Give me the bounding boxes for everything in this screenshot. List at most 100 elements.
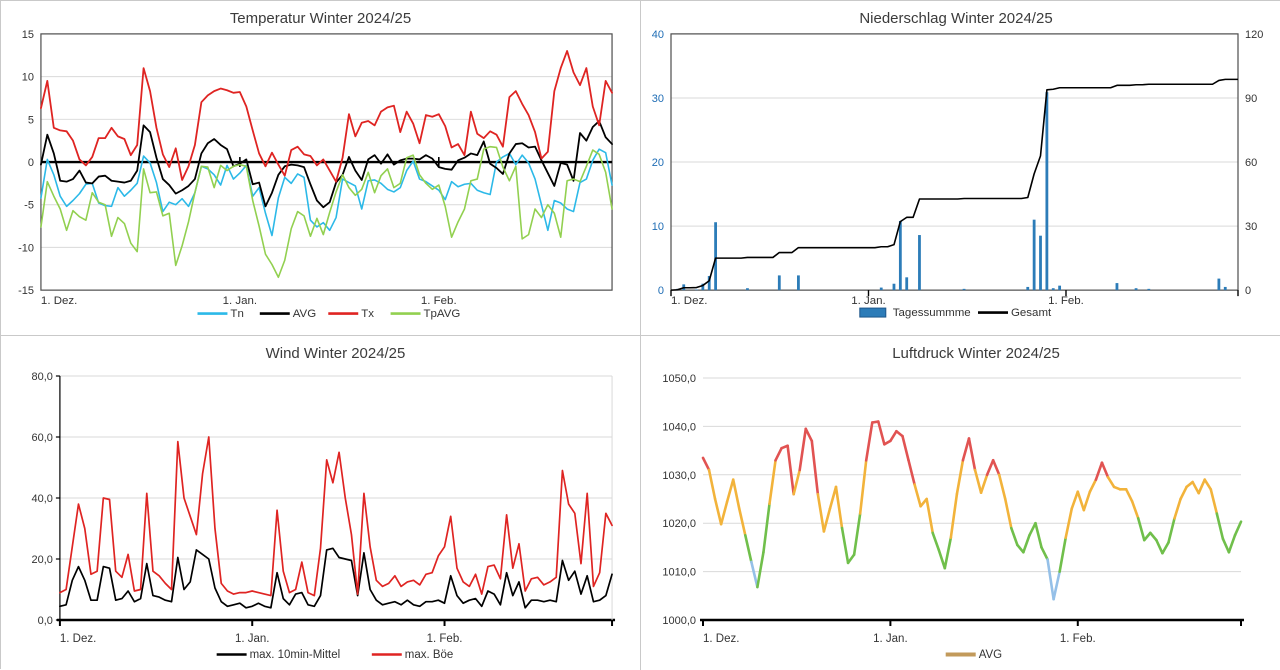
svg-text:1. Jan.: 1. Jan.	[223, 295, 257, 307]
pressure-segment	[1149, 531, 1158, 542]
pressure-segment	[731, 478, 741, 510]
luftdruck-plot-area: 1050,0 1040,0 1030,0 1020,0 1010,0 1000,0 1. D…	[662, 373, 1244, 661]
pressure-segment	[979, 473, 989, 495]
pressure-segment	[810, 439, 820, 496]
pressure-segment	[1167, 517, 1176, 544]
pressure-segment	[1022, 534, 1031, 554]
pressure-segment	[762, 502, 771, 554]
svg-text:80,0: 80,0	[32, 371, 53, 383]
series-AVG	[40, 120, 613, 209]
pressure-segment	[967, 437, 977, 472]
pressure-segment	[804, 427, 814, 443]
svg-text:1. Jan.: 1. Jan.	[851, 295, 885, 307]
svg-text:Tagessummme: Tagessummme	[893, 307, 971, 319]
pressure-segment	[1136, 517, 1146, 542]
bar-tagessumme	[1051, 288, 1055, 291]
pressure-segment	[1009, 526, 1019, 547]
svg-text:60,0: 60,0	[32, 432, 53, 444]
pressure-segment	[907, 458, 916, 486]
pressure-segment	[985, 458, 995, 477]
luftdruck-chart: Luftdruck Winter 2024/25 1050,0 1040,0 103…	[662, 345, 1244, 661]
svg-text:1050,0: 1050,0	[662, 373, 696, 385]
bar-tagessumme	[707, 276, 711, 291]
svg-text:1. Jan.: 1. Jan.	[235, 633, 269, 645]
bar-tagessumme	[746, 288, 749, 291]
pressure-segment	[768, 458, 777, 506]
wind-plot-area: 80,0 60,0 40,0 20,0 0,0 1. Dez. 1. Jan. 1. Feb.…	[32, 371, 616, 661]
pressure-segment	[719, 500, 729, 526]
pressure-segment	[1197, 478, 1207, 495]
pressure-segment	[846, 553, 856, 565]
pressure-segment	[1088, 478, 1098, 494]
pressure-segment	[937, 548, 947, 570]
svg-text:30: 30	[652, 93, 664, 105]
pressure-segment	[737, 507, 747, 537]
svg-text:max. Böe: max. Böe	[405, 649, 453, 661]
bar-tagessumme	[1115, 283, 1119, 291]
bar-tagessumme	[962, 288, 966, 291]
svg-text:TpAVG: TpAVG	[424, 308, 461, 320]
pressure-segment	[1076, 490, 1086, 512]
pressure-segment	[1155, 538, 1164, 555]
series-gesamt	[670, 78, 1238, 291]
pressure-segment	[816, 492, 826, 533]
svg-text:10: 10	[652, 221, 664, 233]
niederschlag-chart: Niederschlag Winter 2024/25 40 30 20 10 0 120…	[652, 10, 1264, 319]
pressure-segment	[1173, 497, 1182, 520]
bar-tagessumme	[714, 222, 717, 291]
pressure-segment	[877, 420, 886, 446]
svg-text:-5: -5	[24, 200, 34, 212]
pressure-segment	[913, 483, 922, 508]
series-max. 10min-Mittel	[59, 547, 613, 609]
pressure-segment	[973, 468, 983, 495]
svg-text:1. Feb.: 1. Feb.	[421, 295, 457, 307]
pressure-segment	[798, 427, 808, 472]
pressure-segment	[1016, 543, 1025, 554]
svg-text:40,0: 40,0	[32, 493, 53, 505]
svg-text:20: 20	[652, 157, 664, 169]
pressure-segment	[1003, 497, 1013, 530]
bar-tagessumme	[1223, 286, 1227, 291]
niederschlag-plot-area: 40 30 20 10 0 120 90 60 30 0 1. Dez. 1. Jan. 1. Feb.…	[652, 29, 1264, 319]
svg-text:90: 90	[1245, 93, 1257, 105]
pressure-segment	[1203, 478, 1213, 491]
pressure-segment	[925, 497, 935, 535]
bar-tagessumme	[898, 220, 902, 291]
panel-temperatur: Temperatur Winter 2024/25 15 10 5 0 -5 -10 -15…	[1, 1, 641, 336]
svg-text:1030,0: 1030,0	[662, 470, 696, 482]
bar-tagessumme	[918, 235, 921, 291]
bar-tagessumme	[701, 283, 705, 291]
pressure-segment	[1209, 488, 1219, 515]
pressure-segment	[1191, 480, 1200, 495]
svg-text:40: 40	[652, 29, 664, 41]
pressure-segment	[1233, 520, 1243, 537]
pressure-segment	[828, 485, 838, 510]
svg-text:Tn: Tn	[230, 308, 243, 320]
pressure-segment	[949, 492, 959, 540]
pressure-segment	[756, 550, 765, 589]
pressure-segment	[852, 512, 862, 556]
pressure-segment	[1034, 521, 1043, 549]
svg-text:1020,0: 1020,0	[662, 518, 696, 530]
pressure-segment	[1028, 521, 1037, 537]
series-max. Böe	[59, 436, 613, 597]
svg-text:-10: -10	[18, 242, 34, 254]
pressure-segment	[889, 429, 898, 443]
svg-text:1000,0: 1000,0	[662, 615, 696, 627]
svg-text:1. Dez.: 1. Dez.	[41, 295, 77, 307]
panel-wind: Wind Winter 2024/25 80,0 60,0 40,0 20,0 0,0 1…	[1, 336, 641, 670]
bar-tagessumme	[1147, 288, 1151, 291]
bar-tagessumme	[905, 277, 909, 291]
svg-text:20,0: 20,0	[32, 554, 53, 566]
pressure-segment	[1064, 507, 1074, 540]
bar-tagessumme	[695, 289, 698, 291]
pressure-segment	[1227, 534, 1237, 554]
svg-text:-15: -15	[18, 285, 34, 297]
pressure-segment	[750, 560, 759, 589]
svg-text:1. Jan.: 1. Jan.	[873, 633, 908, 645]
svg-text:0: 0	[28, 157, 34, 169]
pressure-segment	[997, 473, 1007, 501]
pressure-segment	[1179, 485, 1188, 501]
pressure-segment	[991, 458, 1001, 477]
